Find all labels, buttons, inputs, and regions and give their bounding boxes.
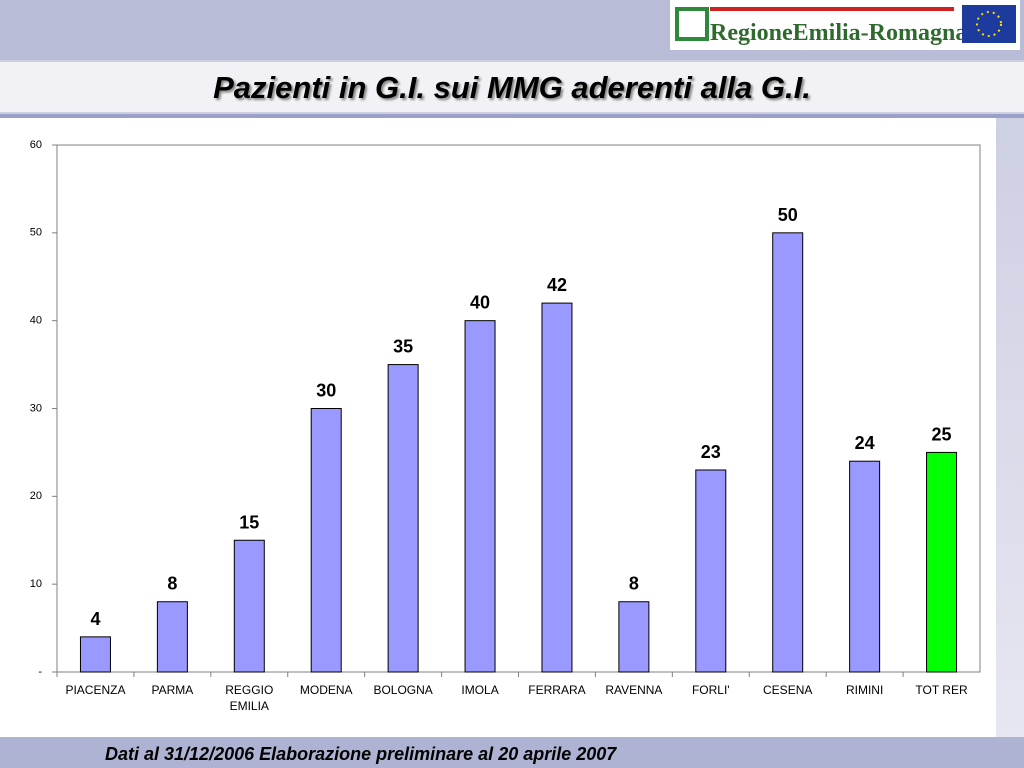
bar (541, 302, 573, 673)
bottom-band (0, 737, 1024, 768)
x-tick-label: RIMINI (845, 683, 884, 697)
value-label: 30 (316, 381, 336, 401)
bar (926, 451, 958, 673)
x-tick-label: TOT RER (915, 683, 968, 697)
y-tick-label: 10 (30, 578, 42, 590)
value-label: 40 (470, 293, 490, 313)
bar (772, 232, 804, 673)
y-tick-label: 60 (30, 139, 42, 151)
x-tick-label: MODENA (299, 683, 353, 697)
x-tick-label: RAVENNA (605, 683, 663, 697)
y-tick-label: 30 (30, 402, 42, 414)
value-label: 50 (778, 205, 798, 225)
bar (233, 539, 265, 673)
value-label: 23 (701, 442, 721, 462)
y-tick-label: 50 (30, 227, 42, 239)
y-tick-label: 20 (30, 490, 42, 502)
x-tick-label: FERRARA (528, 683, 586, 697)
x-tick-label: IMOLA (461, 683, 499, 697)
x-tick-label: PARMA (151, 683, 194, 697)
x-tick-label-box: RAVENNA (605, 683, 663, 697)
x-tick-label-box: FERRARA (528, 683, 586, 697)
bar (695, 469, 727, 673)
x-tick-label: BOLOGNA (373, 683, 433, 697)
value-label: 4 (90, 609, 100, 629)
value-label: 35 (393, 337, 413, 357)
bar (387, 364, 419, 673)
x-tick-label-box: PARMA (151, 683, 194, 697)
chart-title: Pazienti in G.I. sui MMG aderenti alla G… (213, 70, 811, 105)
value-label: 8 (629, 574, 639, 594)
x-tick-label-box: RIMINI (845, 683, 884, 697)
bar (156, 601, 188, 673)
x-tick-label: CESENA (763, 683, 813, 697)
logo-line (710, 7, 954, 11)
bar (79, 636, 111, 673)
value-label: 42 (547, 275, 567, 295)
x-tick-label-box: BOLOGNA (373, 683, 433, 697)
eu-flag (962, 5, 1016, 43)
x-tick-label-box: FORLI' (691, 683, 730, 697)
x-tick-label-box: PIACENZA (65, 683, 126, 697)
value-label: 8 (167, 574, 177, 594)
value-label: 24 (855, 433, 875, 453)
x-tick-label-box: REGGIO EMILIA (225, 683, 274, 713)
stripe (0, 114, 1024, 118)
y-tick-label: - (38, 666, 42, 678)
value-label: 15 (239, 512, 259, 532)
bar (618, 601, 650, 673)
x-tick-label-box: MODENA (299, 683, 353, 697)
bar (849, 460, 881, 673)
value-label: 25 (932, 424, 952, 444)
y-tick-label: 40 (30, 315, 42, 327)
logo-mark-inner (679, 11, 705, 37)
x-tick-label: PIACENZA (65, 683, 126, 697)
logo-text: RegioneEmilia-Romagna (710, 20, 967, 46)
x-tick-label-box: TOT RER (915, 683, 968, 697)
x-tick-label: REGGIO EMILIA (225, 683, 274, 713)
x-tick-label-box: CESENA (763, 683, 813, 697)
bar (464, 320, 496, 673)
chart-area (0, 118, 996, 737)
footer-note: Dati al 31/12/2006 Elaborazione prelimin… (105, 744, 617, 764)
x-tick-label-box: IMOLA (461, 683, 499, 697)
x-tick-label: FORLI' (691, 683, 730, 697)
title-band (0, 62, 1024, 112)
eu-stars (976, 11, 1002, 37)
logo: RegioneEmilia-Romagna (670, 0, 1020, 50)
bar (310, 408, 342, 673)
